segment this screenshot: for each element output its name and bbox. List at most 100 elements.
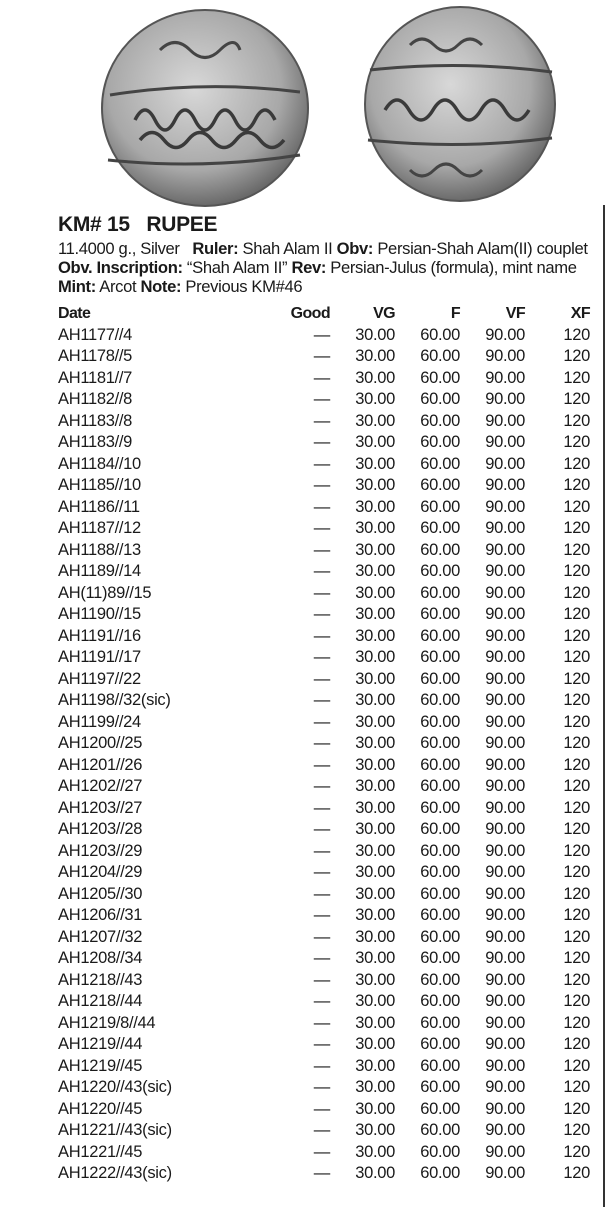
cell-f: 60.00 xyxy=(420,798,460,817)
rev-value: Persian-Julus (formula), mint name xyxy=(330,258,577,277)
cell-f: 60.00 xyxy=(420,583,460,602)
cell-xf: 120 xyxy=(563,992,590,1010)
cell-vf: 90.00 xyxy=(485,755,525,774)
cell-date: AH1218//43 xyxy=(58,970,143,989)
cell-xf: 120 xyxy=(563,648,590,666)
cell-vg: 30.00 xyxy=(355,669,395,688)
cell-vf: 90.00 xyxy=(485,368,525,387)
cell-f: 60.00 xyxy=(420,777,460,795)
obv-label: Obv: xyxy=(336,239,374,258)
cell-f: 60.00 xyxy=(420,1056,460,1075)
cell-good: — xyxy=(313,949,331,967)
cell-date: AH1199//24 xyxy=(58,712,141,731)
table-row: AH1182//8 — 30.00 60.00 90.00 120 xyxy=(58,389,590,411)
cell-f: 60.00 xyxy=(420,648,460,666)
cell-f: 60.00 xyxy=(420,906,460,924)
cell-vg: 30.00 xyxy=(355,798,395,817)
cell-date: AH1201//26 xyxy=(58,755,143,774)
cell-date: AH1220//43(sic) xyxy=(58,1078,172,1096)
table-row: AH1185//10 — 30.00 60.00 90.00 120 xyxy=(58,475,590,497)
cell-xf: 120 xyxy=(563,433,590,451)
cell-date: AH1188//13 xyxy=(58,540,141,559)
cell-f: 60.00 xyxy=(420,1078,460,1096)
table-row: AH1203//29 — 30.00 60.00 90.00 120 xyxy=(58,841,590,863)
cell-good: — xyxy=(313,562,331,580)
table-row: AH1191//17 — 30.00 60.00 90.00 120 xyxy=(58,647,590,669)
cell-date: AH(11)89//15 xyxy=(58,583,152,602)
cell-f: 60.00 xyxy=(420,970,460,989)
cell-vf: 90.00 xyxy=(485,1078,525,1096)
cell-vg: 30.00 xyxy=(355,970,395,989)
cell-good: — xyxy=(313,970,331,989)
table-row: AH1186//11 — 30.00 60.00 90.00 120 xyxy=(58,497,590,519)
cell-date: AH1203//29 xyxy=(58,841,143,860)
cell-good: — xyxy=(313,368,331,387)
table-row: AH1197//22 — 30.00 60.00 90.00 120 xyxy=(58,669,590,691)
cell-xf: 120 xyxy=(563,906,590,924)
cell-f: 60.00 xyxy=(420,519,460,537)
table-row: AH1200//25 — 30.00 60.00 90.00 120 xyxy=(58,733,590,755)
cell-vf: 90.00 xyxy=(485,777,525,795)
table-row: AH1177//4 — 30.00 60.00 90.00 120 xyxy=(58,325,590,347)
cell-vf: 90.00 xyxy=(485,562,525,580)
cell-vf: 90.00 xyxy=(485,970,525,989)
cell-vf: 90.00 xyxy=(485,476,525,494)
cell-xf: 120 xyxy=(563,476,590,494)
table-row: AH1218//43 — 30.00 60.00 90.00 120 xyxy=(58,970,590,992)
cell-vf: 90.00 xyxy=(485,1164,525,1182)
coin-title: KM# 15 RUPEE xyxy=(58,213,218,237)
cell-good: — xyxy=(313,347,331,365)
cell-xf: 120 xyxy=(563,605,590,623)
cell-xf: 120 xyxy=(563,734,590,752)
table-row: AH1206//31 — 30.00 60.00 90.00 120 xyxy=(58,905,590,927)
table-row: AH1183//8 — 30.00 60.00 90.00 120 xyxy=(58,411,590,433)
cell-f: 60.00 xyxy=(420,626,460,645)
cell-vg: 30.00 xyxy=(355,540,395,559)
cell-vg: 30.00 xyxy=(355,1121,395,1139)
column-header-xf: XF xyxy=(570,305,591,322)
cell-vf: 90.00 xyxy=(485,712,525,731)
cell-f: 60.00 xyxy=(420,755,460,774)
cell-f: 60.00 xyxy=(420,347,460,365)
weight-metal: 11.4000 g., Silver xyxy=(58,239,180,258)
cell-f: 60.00 xyxy=(420,669,460,688)
cell-date: AH1218//44 xyxy=(58,992,143,1010)
table-row: AH1178//5 — 30.00 60.00 90.00 120 xyxy=(58,346,590,368)
column-header-vf: VF xyxy=(505,305,526,322)
cell-vg: 30.00 xyxy=(355,433,395,451)
cell-good: — xyxy=(313,1121,331,1139)
cell-good: — xyxy=(313,1142,331,1161)
cell-xf: 120 xyxy=(563,884,590,903)
cell-date: AH1219/8//44 xyxy=(58,1013,156,1032)
cell-f: 60.00 xyxy=(420,734,460,752)
cell-date: AH1203//28 xyxy=(58,820,143,838)
coin-description: 11.4000 g., Silver Ruler: Shah Alam II O… xyxy=(58,239,603,296)
cell-vg: 30.00 xyxy=(355,755,395,774)
cell-vg: 30.00 xyxy=(355,1164,395,1182)
cell-f: 60.00 xyxy=(420,497,460,516)
cell-f: 60.00 xyxy=(420,325,460,344)
rev-label: Rev: xyxy=(291,258,327,277)
cell-vg: 30.00 xyxy=(355,949,395,967)
cell-vg: 30.00 xyxy=(355,1013,395,1032)
cell-vf: 90.00 xyxy=(485,906,525,924)
cell-xf: 120 xyxy=(563,1013,590,1032)
cell-good: — xyxy=(313,927,331,946)
table-row: AH1187//12 — 30.00 60.00 90.00 120 xyxy=(58,518,590,540)
cell-xf: 120 xyxy=(563,669,590,688)
cell-date: AH1183//9 xyxy=(58,433,133,451)
cell-xf: 120 xyxy=(563,497,590,516)
table-row: AH1205//30 — 30.00 60.00 90.00 120 xyxy=(58,884,590,906)
cell-vg: 30.00 xyxy=(355,1099,395,1118)
cell-vg: 30.00 xyxy=(355,497,395,516)
cell-vg: 30.00 xyxy=(355,368,395,387)
cell-vf: 90.00 xyxy=(485,1056,525,1075)
cell-good: — xyxy=(313,1013,331,1032)
mint-label: Mint: xyxy=(58,277,96,296)
note-value: Previous KM#46 xyxy=(185,277,303,296)
cell-date: AH1186//11 xyxy=(58,497,140,516)
cell-vf: 90.00 xyxy=(485,583,525,602)
table-row: AH1189//14 — 30.00 60.00 90.00 120 xyxy=(58,561,590,583)
cell-xf: 120 xyxy=(563,1056,590,1075)
cell-vg: 30.00 xyxy=(355,454,395,473)
